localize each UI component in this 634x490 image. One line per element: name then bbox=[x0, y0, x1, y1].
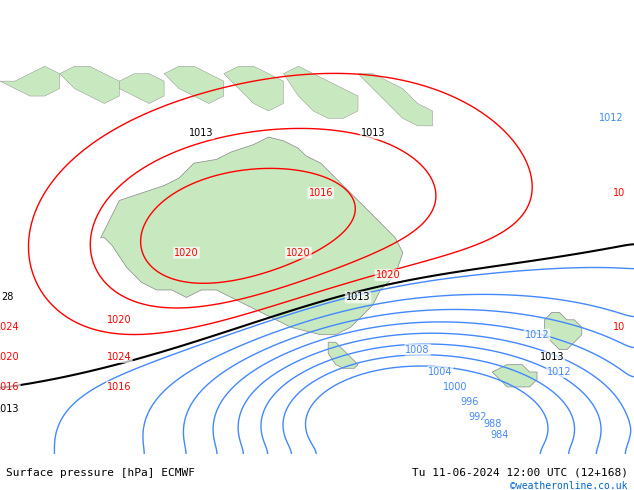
Text: 1013: 1013 bbox=[540, 352, 564, 362]
Text: 1013: 1013 bbox=[361, 128, 385, 138]
Polygon shape bbox=[0, 66, 60, 96]
Text: 1020: 1020 bbox=[0, 352, 20, 362]
Text: Surface pressure [hPa] ECMWF: Surface pressure [hPa] ECMWF bbox=[6, 468, 195, 478]
Polygon shape bbox=[358, 74, 432, 126]
Text: 1016: 1016 bbox=[0, 382, 20, 392]
Polygon shape bbox=[60, 66, 119, 103]
Text: ©weatheronline.co.uk: ©weatheronline.co.uk bbox=[510, 481, 628, 490]
Polygon shape bbox=[224, 66, 283, 111]
Text: 1020: 1020 bbox=[286, 247, 311, 258]
Polygon shape bbox=[328, 342, 358, 368]
Text: 1004: 1004 bbox=[428, 367, 452, 377]
Text: 984: 984 bbox=[491, 430, 509, 441]
Text: 1012: 1012 bbox=[525, 330, 549, 340]
Text: 1016: 1016 bbox=[309, 188, 333, 198]
Text: 1008: 1008 bbox=[406, 344, 430, 355]
Polygon shape bbox=[545, 312, 582, 350]
Text: 10: 10 bbox=[613, 188, 625, 198]
Text: 1020: 1020 bbox=[174, 247, 199, 258]
Text: 1024: 1024 bbox=[0, 322, 20, 332]
Text: 1012: 1012 bbox=[547, 367, 572, 377]
Text: 1020: 1020 bbox=[107, 315, 132, 325]
Polygon shape bbox=[164, 66, 224, 103]
Text: 996: 996 bbox=[461, 397, 479, 407]
Text: 10: 10 bbox=[613, 322, 625, 332]
Text: 988: 988 bbox=[483, 419, 501, 429]
Polygon shape bbox=[101, 137, 403, 335]
Polygon shape bbox=[492, 365, 537, 387]
Text: 1013: 1013 bbox=[189, 128, 214, 138]
Text: 992: 992 bbox=[468, 412, 487, 422]
Text: 1020: 1020 bbox=[375, 270, 400, 280]
Text: 1024: 1024 bbox=[107, 352, 132, 362]
Polygon shape bbox=[283, 66, 358, 119]
Polygon shape bbox=[119, 74, 164, 103]
Text: 1013: 1013 bbox=[0, 404, 20, 415]
Text: 1013: 1013 bbox=[346, 293, 370, 302]
Text: 28: 28 bbox=[1, 293, 14, 302]
Text: 1012: 1012 bbox=[599, 113, 624, 123]
Text: 1016: 1016 bbox=[107, 382, 132, 392]
Text: 1000: 1000 bbox=[443, 382, 467, 392]
Text: Tu 11-06-2024 12:00 UTC (12+168): Tu 11-06-2024 12:00 UTC (12+168) bbox=[411, 468, 628, 478]
